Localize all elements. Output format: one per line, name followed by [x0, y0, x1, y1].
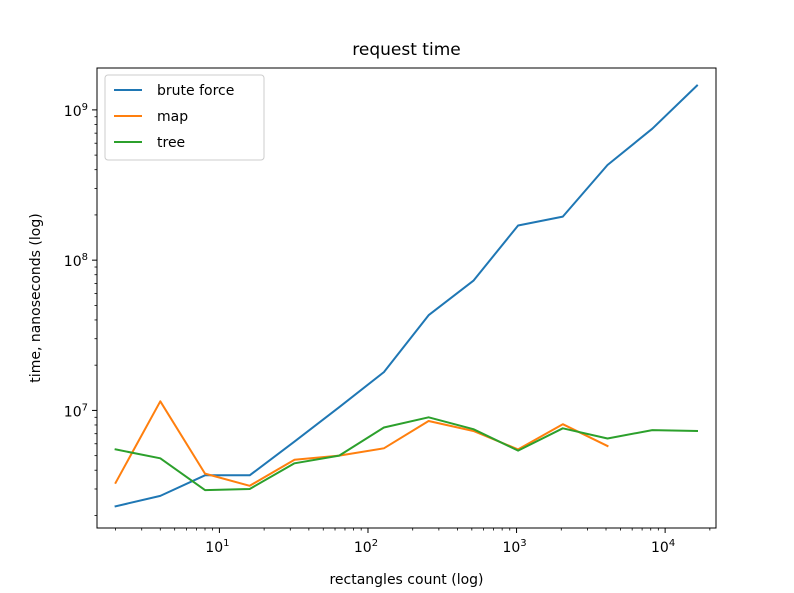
plot-area — [96, 67, 717, 529]
chart-title: request time — [352, 40, 460, 60]
series-line-tree — [114, 416, 699, 492]
x-tick-label: 104 — [651, 538, 675, 556]
x-tick-label: 102 — [354, 538, 378, 556]
y-tick-label: 109 — [64, 102, 88, 120]
y-tick-label: 108 — [64, 252, 88, 270]
series-lines — [114, 84, 699, 508]
x-tick-label: 103 — [502, 538, 526, 556]
x-axis-label: rectangles count (log) — [329, 572, 483, 588]
legend-label: tree — [157, 135, 185, 151]
legend-label: map — [157, 109, 188, 125]
x-tick-label: 101 — [205, 538, 229, 556]
legend: brute force map tree — [104, 74, 265, 161]
legend-box — [104, 74, 265, 161]
x-axis-ticks: 101 102 103 104 — [115, 528, 711, 556]
y-tick-label: 107 — [64, 402, 88, 420]
y-axis-ticks: 107 108 109 — [64, 102, 97, 516]
series-line-map — [114, 400, 609, 487]
legend-label: brute force — [157, 83, 234, 99]
y-axis-label: time, nanoseconds (log) — [28, 213, 44, 382]
